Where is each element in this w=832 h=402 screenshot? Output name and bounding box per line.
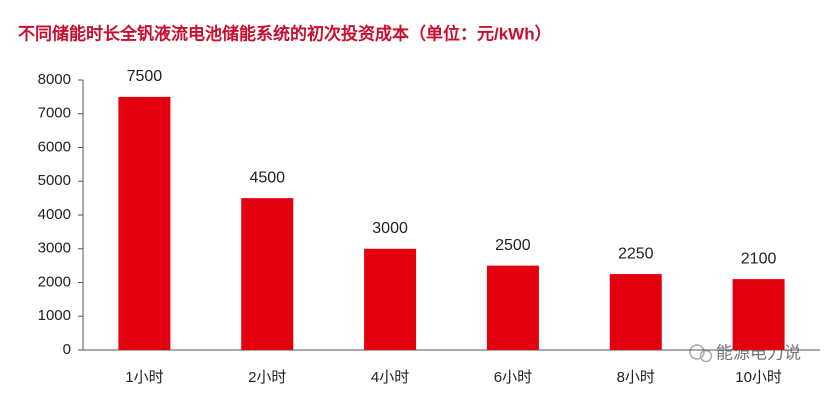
chart-title: 不同储能时长全钒液流电池储能系统的初次投资成本（单位：元/kWh）	[18, 23, 552, 43]
bar	[732, 279, 785, 350]
y-tick-label: 8000	[38, 71, 71, 88]
x-tick-label: 2小时	[248, 369, 286, 386]
x-tick-label: 8小时	[617, 369, 655, 386]
bar	[241, 198, 294, 350]
y-tick-label: 4000	[38, 206, 71, 223]
y-tick-label: 0	[63, 341, 71, 358]
data-label: 2100	[741, 250, 777, 267]
x-tick-label: 6小时	[494, 369, 532, 386]
y-tick-label: 6000	[38, 138, 71, 155]
bar	[609, 274, 662, 350]
bar	[364, 248, 417, 350]
y-tick-label: 5000	[38, 172, 71, 189]
watermark-icon	[689, 344, 705, 360]
x-tick-label: 4小时	[371, 369, 409, 386]
data-label: 2250	[618, 245, 654, 262]
x-tick-label: 10小时	[735, 369, 782, 386]
data-label: 2500	[495, 237, 531, 254]
data-label: 4500	[249, 169, 285, 186]
y-tick-label: 1000	[38, 307, 71, 324]
y-tick-label: 7000	[38, 105, 71, 122]
y-tick-label: 3000	[38, 240, 71, 257]
bar	[486, 265, 539, 350]
bar	[118, 96, 171, 350]
y-tick-label: 2000	[38, 273, 71, 290]
x-tick-label: 1小时	[125, 369, 163, 386]
data-label: 3000	[372, 220, 408, 237]
data-label: 7500	[127, 68, 163, 85]
